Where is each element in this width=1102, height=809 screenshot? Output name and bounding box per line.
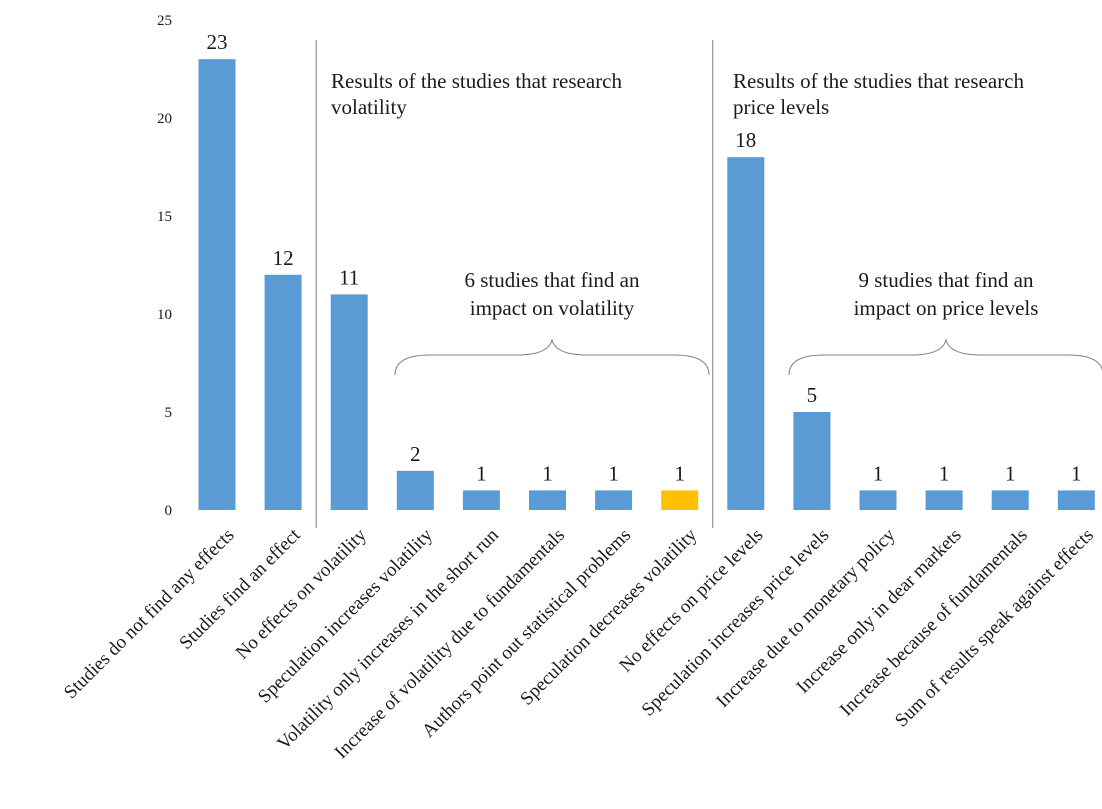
section-dividers bbox=[315, 40, 714, 528]
bar bbox=[661, 490, 699, 510]
bar bbox=[264, 274, 302, 510]
bar bbox=[793, 412, 831, 510]
bar-value-label: 11 bbox=[339, 265, 359, 289]
price-section-title-line-2: price levels bbox=[733, 95, 829, 119]
y-axis: 0 5 10 15 20 25 bbox=[157, 13, 172, 519]
category-label: No effects on volatility bbox=[232, 524, 371, 663]
bar-value-label: 1 bbox=[674, 461, 685, 485]
price-brace-label-line-1: 9 studies that find an bbox=[859, 268, 1034, 292]
volatility-brace bbox=[394, 338, 710, 376]
volatility-brace-label-line-1: 6 studies that find an bbox=[465, 268, 640, 292]
bar-value-label: 23 bbox=[207, 30, 228, 54]
bar bbox=[595, 490, 633, 510]
bar-value-label: 18 bbox=[735, 128, 756, 152]
bar bbox=[727, 157, 765, 510]
y-tick-label: 5 bbox=[165, 405, 173, 421]
y-tick-label: 25 bbox=[157, 13, 172, 29]
bar bbox=[330, 294, 368, 510]
price-section-title-line-1: Results of the studies that research bbox=[733, 69, 1025, 93]
price-brace bbox=[788, 338, 1102, 376]
bar bbox=[991, 490, 1029, 510]
category-label: Increase of volatility due to fundamenta… bbox=[331, 525, 569, 763]
volatility-brace-label-line-2: impact on volatility bbox=[470, 296, 635, 320]
bar-value-label: 1 bbox=[1005, 461, 1016, 485]
bar bbox=[462, 490, 500, 510]
y-tick-label: 15 bbox=[157, 209, 172, 225]
y-tick-label: 20 bbox=[157, 111, 172, 127]
volatility-section-title-line-1: Results of the studies that research bbox=[331, 69, 623, 93]
bar bbox=[529, 490, 566, 510]
bar-value-label: 2 bbox=[410, 442, 421, 466]
volatility-section-title-line-2: volatility bbox=[331, 95, 407, 119]
bar-value-label: 1 bbox=[476, 461, 487, 485]
bar bbox=[1057, 490, 1095, 510]
bar-value-label: 1 bbox=[873, 461, 884, 485]
bars bbox=[198, 59, 1095, 510]
bar-value-label: 1 bbox=[608, 461, 619, 485]
bar bbox=[859, 490, 897, 510]
y-tick-label: 0 bbox=[165, 503, 173, 519]
category-label: Studies find an effect bbox=[175, 524, 305, 654]
bar bbox=[396, 470, 434, 510]
bar-value-label: 1 bbox=[1071, 461, 1082, 485]
bar-value-label: 1 bbox=[939, 461, 950, 485]
bar-value-label: 1 bbox=[542, 461, 553, 485]
bar-value-label: 12 bbox=[273, 246, 294, 270]
y-tick-label: 10 bbox=[157, 307, 172, 323]
bar bbox=[198, 59, 236, 510]
bar bbox=[925, 490, 963, 510]
price-brace-label-line-2: impact on price levels bbox=[854, 296, 1039, 320]
bar-value-label: 5 bbox=[807, 383, 818, 407]
